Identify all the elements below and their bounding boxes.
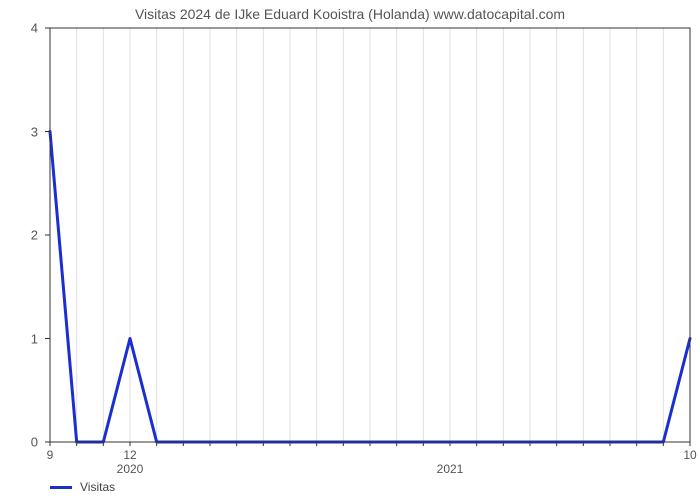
line-chart <box>0 0 700 500</box>
y-tick-label: 1 <box>31 331 38 346</box>
y-tick-label: 0 <box>31 435 38 450</box>
chart-title: Visitas 2024 de IJke Eduard Kooistra (Ho… <box>0 6 700 22</box>
x-tick-label: 9 <box>47 448 54 462</box>
y-tick-label: 2 <box>31 228 38 243</box>
x-tick-label: 10 <box>683 448 696 462</box>
x-year-label: 2021 <box>437 462 464 476</box>
x-tick-label: 12 <box>123 448 136 462</box>
legend-swatch <box>50 486 72 489</box>
y-tick-label: 4 <box>31 21 38 36</box>
chart-container: Visitas 2024 de IJke Eduard Kooistra (Ho… <box>0 0 700 500</box>
legend: Visitas <box>50 480 115 494</box>
y-tick-label: 3 <box>31 124 38 139</box>
x-year-label: 2020 <box>117 462 144 476</box>
legend-label: Visitas <box>80 480 115 494</box>
